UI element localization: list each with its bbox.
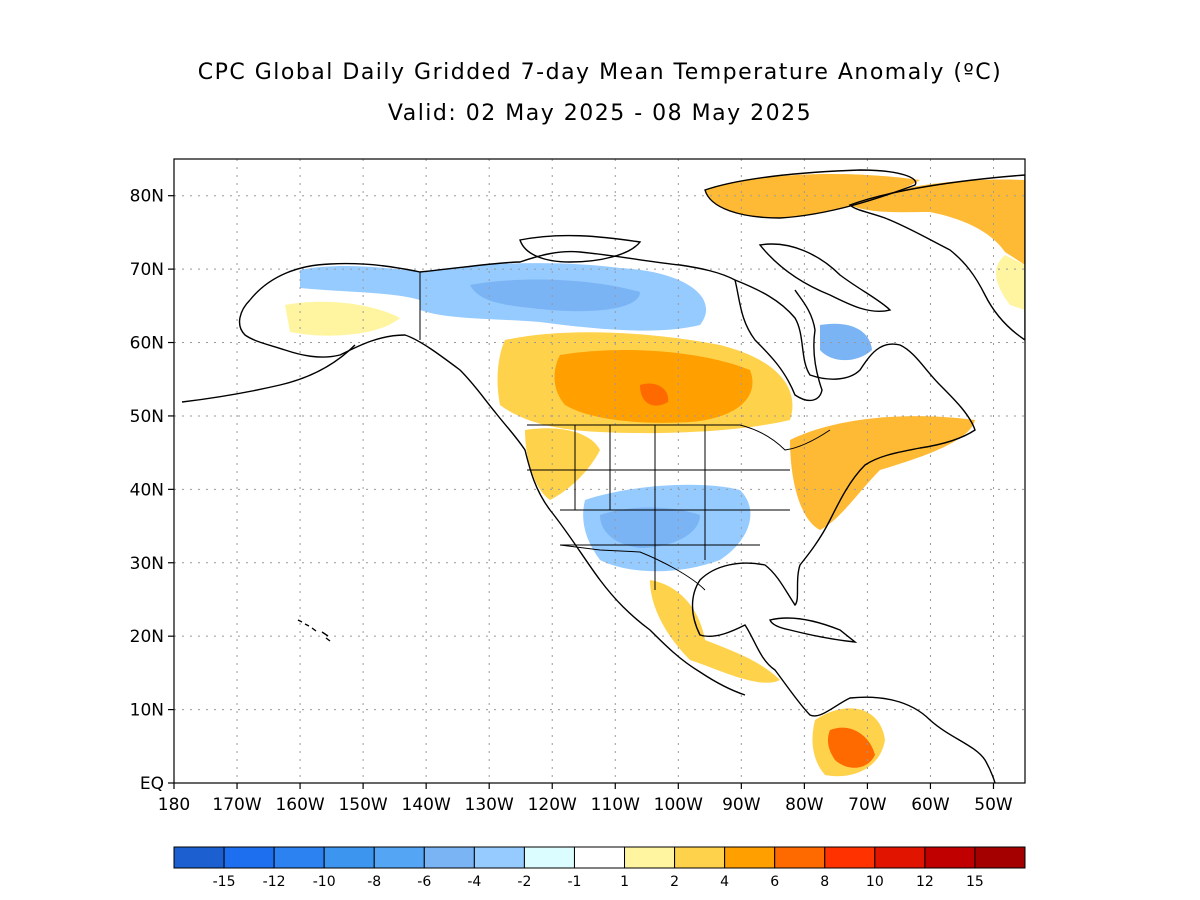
colorbar-bin: [974, 846, 1026, 869]
prairies-hot-spot: [640, 383, 669, 406]
us-west-warm: [525, 428, 600, 500]
latitude-axis: 80N 70N 60N 50N 40N 30N 20N 10N EQ: [130, 187, 174, 794]
colorbar-label: -2: [517, 874, 531, 890]
colorbar-label: 6: [770, 874, 779, 890]
lon-label: 160W: [275, 795, 324, 815]
colorbar-label: -10: [313, 874, 336, 890]
colorbar-label: 15: [966, 874, 984, 890]
us-mexico-border: [559, 544, 706, 591]
colorbar-bin: [423, 846, 475, 869]
colorbar-bin: [624, 846, 676, 869]
lat-label: 70N: [130, 260, 164, 280]
coastlines: [181, 169, 1025, 783]
colorbar-label: 8: [820, 874, 829, 890]
lat-label: EQ: [140, 774, 164, 794]
colorbar: [173, 846, 1026, 869]
greenland-light-warm: [995, 255, 1025, 310]
lon-label: 50W: [974, 795, 1013, 815]
north-america-coastline: [249, 250, 996, 783]
alaska-west-coast: [238, 299, 746, 696]
colorbar-bin: [273, 846, 325, 869]
victoria-island: [519, 234, 642, 263]
us-canada-border: [527, 424, 831, 451]
lat-label: 50N: [130, 407, 164, 427]
lat-label: 80N: [130, 187, 164, 207]
hawaii-islands: [297, 619, 331, 642]
colorbar-bin: [724, 846, 776, 869]
colorbar-bin: [674, 846, 726, 869]
lon-label: 180: [158, 795, 190, 815]
lon-label: 170W: [212, 795, 261, 815]
lon-label: 130W: [465, 795, 514, 815]
colorbar-label: -12: [263, 874, 286, 890]
lon-label: 120W: [528, 795, 577, 815]
lon-label: 150W: [338, 795, 387, 815]
lat-label: 10N: [130, 701, 164, 721]
hudson-bay: [734, 279, 823, 402]
us-state-lines: [527, 425, 790, 590]
longitude-axis: 180 170W 160W 150W 140W 130W 120W 110W 100W 90W 80…: [158, 783, 1013, 815]
lat-label: 60N: [130, 334, 164, 354]
colorbar-label: -6: [417, 874, 431, 890]
anomaly-shading: [285, 174, 1025, 777]
colorbar-bin: [473, 846, 525, 869]
colorbar-bin: [323, 846, 375, 869]
colorbar-bin: [824, 846, 876, 869]
northeast-warm: [790, 416, 975, 530]
political-borders: [419, 272, 831, 591]
colorbar-bin: [573, 846, 626, 869]
colorbar-label: -15: [213, 874, 236, 890]
lon-label: 140W: [402, 795, 451, 815]
lat-label: 40N: [130, 480, 164, 500]
lon-label: 60W: [911, 795, 950, 815]
map-frame: [173, 158, 1026, 784]
arctic-islands: [704, 169, 917, 219]
lon-label: 110W: [591, 795, 640, 815]
map-valid-period: Valid: 02 May 2025 - 08 May 2025: [387, 101, 813, 126]
colorbar-labels: -15 -12 -10 -8 -6 -4 -2 -1 1 2 4 6 8 10 12 15: [213, 874, 984, 890]
quebec-cold: [820, 323, 872, 361]
colorbar-bin: [924, 846, 976, 869]
map-title: CPC Global Daily Gridded 7-day Mean Temp…: [197, 60, 1003, 85]
cuba: [769, 617, 858, 643]
lat-label: 20N: [130, 627, 164, 647]
us-southwest-strong-cold: [600, 507, 700, 548]
colorbar-label: 1: [620, 874, 629, 890]
lon-label: 100W: [654, 795, 703, 815]
colorbar-label: 2: [670, 874, 679, 890]
colorbar-bin: [173, 846, 225, 869]
colorbar-bin: [874, 846, 926, 869]
alaska-north-cold: [300, 266, 420, 300]
aleutian-islands: [181, 344, 356, 403]
colorbar-label: -8: [367, 874, 381, 890]
colorbar-label: -4: [467, 874, 481, 890]
colorbar-bin: [373, 846, 425, 869]
greenland-coastline: [848, 174, 1025, 341]
arctic-islands-warm: [705, 174, 920, 218]
lon-label: 80W: [785, 795, 824, 815]
alaska-warm-patch: [285, 301, 400, 336]
colorbar-label: 4: [720, 874, 729, 890]
lat-label: 30N: [130, 554, 164, 574]
graticule: [174, 159, 1025, 783]
greenland-warm-anomaly: [850, 179, 1025, 265]
northern-canada-strong-cold: [470, 279, 640, 312]
lon-label: 90W: [722, 795, 761, 815]
lon-label: 70W: [848, 795, 887, 815]
colorbar-label: 12: [916, 874, 934, 890]
baffin-island: [758, 243, 892, 312]
colorbar-label: 10: [866, 874, 884, 890]
colorbar-label: -1: [567, 874, 581, 890]
colorbar-bin: [774, 846, 826, 869]
south-america-hot: [827, 727, 875, 768]
colorbar-bin: [223, 846, 275, 869]
mexico-warm: [650, 580, 780, 683]
colorbar-bin: [523, 846, 575, 869]
